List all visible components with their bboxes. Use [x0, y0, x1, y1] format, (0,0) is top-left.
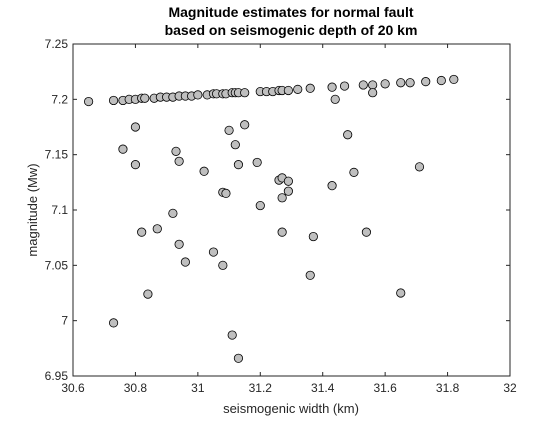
data-point — [380, 79, 390, 89]
x-tick-label: 31.4 — [311, 381, 335, 395]
data-point — [240, 88, 250, 98]
data-points — [84, 74, 459, 363]
data-point — [143, 289, 153, 299]
data-point — [118, 144, 128, 154]
y-axis-label: magnitude (Mw) — [25, 163, 40, 256]
data-point — [240, 120, 250, 130]
data-point — [252, 157, 262, 168]
data-point — [305, 83, 315, 93]
data-point — [358, 80, 368, 90]
axis-ticks: 30.6 30.8 31 31.2 31.4 31.6 31.8 32 6.95 7 7.05 7.1… — [45, 37, 517, 395]
data-point — [283, 85, 293, 96]
data-point — [405, 78, 415, 88]
data-point — [277, 227, 287, 237]
chart-title-line-2: based on seismogenic depth of 20 km — [165, 22, 418, 38]
data-point — [330, 94, 340, 104]
data-point — [436, 75, 446, 86]
data-point — [277, 193, 287, 203]
data-point — [396, 78, 406, 88]
y-tick-label: 6.95 — [45, 369, 69, 383]
x-tick-label: 31.8 — [436, 381, 460, 395]
data-point — [140, 93, 150, 103]
data-point — [108, 95, 119, 106]
y-tick-label: 7 — [61, 314, 68, 328]
y-tick-label: 7.05 — [45, 258, 69, 272]
data-point — [221, 188, 231, 198]
y-tick-label: 7.2 — [51, 92, 68, 106]
data-point — [327, 82, 337, 92]
data-point — [193, 90, 203, 100]
data-point — [396, 288, 406, 298]
data-point — [361, 227, 372, 237]
data-point — [305, 270, 315, 280]
data-point — [130, 160, 141, 170]
data-point — [137, 227, 147, 237]
data-point — [180, 257, 190, 267]
x-axis-label: seismogenic width (km) — [223, 401, 359, 416]
data-point — [230, 140, 240, 150]
data-point — [339, 81, 350, 91]
data-point — [108, 318, 119, 328]
data-point — [308, 231, 318, 242]
data-point — [255, 200, 265, 211]
y-tick-label: 7.15 — [45, 148, 69, 162]
data-point — [174, 239, 184, 249]
data-point — [414, 162, 425, 172]
data-point — [168, 208, 178, 218]
data-point — [293, 84, 303, 94]
data-point — [233, 160, 244, 170]
data-point — [421, 77, 431, 87]
y-tick-label: 7.1 — [51, 203, 68, 217]
x-tick-label: 30.8 — [124, 381, 148, 395]
data-point — [327, 181, 337, 191]
data-point — [224, 125, 234, 135]
data-point — [130, 122, 141, 132]
data-point — [174, 156, 184, 166]
x-tick-label: 31.6 — [373, 381, 397, 395]
chart-title-line-1: Magnitude estimates for normal fault — [168, 4, 413, 20]
y-tick-label: 7.25 — [45, 37, 69, 51]
data-point — [218, 260, 228, 270]
data-point — [368, 80, 378, 90]
data-point — [283, 186, 293, 196]
data-point — [171, 146, 181, 156]
x-tick-label: 32 — [503, 381, 517, 395]
x-tick-label: 31 — [191, 381, 205, 395]
data-point — [368, 88, 378, 98]
data-point — [199, 166, 209, 176]
data-point — [84, 96, 94, 107]
data-point — [449, 74, 459, 85]
x-tick-label: 30.6 — [61, 381, 85, 395]
data-point — [208, 247, 219, 257]
data-point — [349, 167, 359, 177]
data-point — [343, 130, 353, 140]
data-point — [152, 224, 162, 234]
data-point — [283, 176, 293, 186]
data-point — [233, 353, 244, 363]
x-tick-label: 31.2 — [249, 381, 273, 395]
data-point — [227, 330, 237, 340]
